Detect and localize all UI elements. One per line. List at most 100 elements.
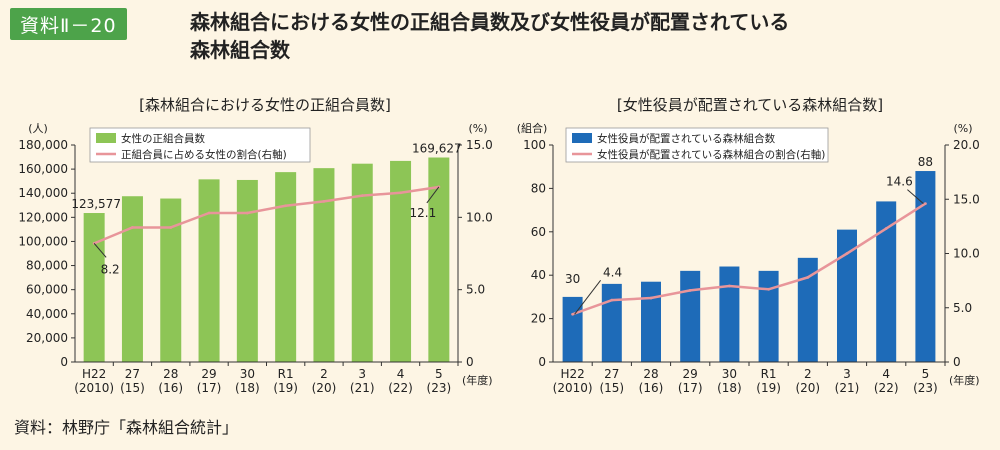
chart2-bar-2 bbox=[601, 283, 622, 362]
chart1-bar-9 bbox=[390, 160, 412, 362]
chart2-label-ratio-last: 14.6 bbox=[886, 175, 913, 189]
chart2-title: [女性役員が配置されている森林組合数] bbox=[617, 96, 883, 114]
chart2-ratio-point-10 bbox=[924, 202, 927, 205]
chart2-y-right-tick-label: 10.0 bbox=[953, 247, 980, 261]
chart2-bar-8 bbox=[837, 229, 857, 362]
chart1-bar-4 bbox=[198, 179, 220, 362]
chart1-ratio-point-7 bbox=[322, 200, 326, 203]
chart1-bar-5 bbox=[236, 179, 258, 362]
chart2-x-tick-label: 2 bbox=[804, 367, 812, 381]
chart2-x-tick-label: 29 bbox=[683, 367, 698, 381]
chart1-bar-1 bbox=[83, 213, 105, 362]
chart2-label-ratio-first: 4.4 bbox=[603, 265, 622, 279]
chart1-y-right-tick-label: 10.0 bbox=[466, 210, 493, 224]
chart1-ratio-line bbox=[93, 185, 440, 245]
chart1-legend-bar-swatch bbox=[96, 133, 116, 143]
chart2-y-left-tick-label: 80 bbox=[531, 181, 546, 195]
chart1-y-right-unit: (%) bbox=[468, 122, 487, 135]
chart2-label-leader-first bbox=[574, 279, 601, 315]
chart1-title: [森林組合における女性の正組合員数] bbox=[139, 96, 391, 114]
chart1-x-unit: (年度) bbox=[462, 373, 493, 387]
chart1-y-left-tick-label: 60,000 bbox=[26, 283, 68, 297]
chart1-bar-10 bbox=[428, 157, 450, 362]
chart2-y-left-tick-label: 0 bbox=[538, 355, 546, 369]
chart1-legend-box bbox=[89, 127, 311, 163]
chart2-bar-6 bbox=[758, 270, 779, 362]
chart2-legend-bar-swatch bbox=[572, 133, 592, 143]
chart2-bar-4 bbox=[680, 270, 701, 362]
chart1-y-left-tick-label: 20,000 bbox=[26, 331, 68, 345]
chart1-x-tick-label: R1 bbox=[278, 367, 294, 381]
chart2-x-tick-sublabel: (19) bbox=[756, 381, 781, 395]
chart1-x-tick-label: 28 bbox=[163, 367, 178, 381]
chart1-legend-line-label: 正組合員に占める女性の割合(右軸) bbox=[121, 148, 287, 161]
chart2-label-bar-first: 30 bbox=[565, 272, 580, 286]
chart2-ratio-line bbox=[572, 202, 927, 316]
chart2-ratio-point-2 bbox=[610, 298, 614, 302]
chart1-y-left-tick-label: 0 bbox=[60, 355, 68, 369]
chart1-label-leader-first bbox=[93, 243, 107, 258]
chart1-y-left-tick-label: 80,000 bbox=[26, 259, 68, 273]
chart2-y-left-tick-label: 20 bbox=[531, 312, 546, 326]
figure-badge: 資料Ⅱ－20 bbox=[10, 8, 127, 40]
chart1-bar-3 bbox=[160, 198, 182, 362]
chart1-y-right-tick-label: 0 bbox=[466, 355, 474, 369]
chart1-x-tick-sublabel: (19) bbox=[273, 381, 298, 395]
chart1-y-right-tick-label: 15.0 bbox=[466, 138, 493, 152]
chart1-ratio-point-5 bbox=[245, 211, 249, 215]
chart1-x-tick-sublabel: (23) bbox=[427, 381, 452, 395]
chart1-x-tick-label: 30 bbox=[240, 367, 255, 381]
chart1-x-tick-label: 3 bbox=[358, 367, 366, 381]
chart1-x-tick-label: 5 bbox=[435, 367, 443, 381]
chart2-x-tick-label: R1 bbox=[761, 367, 777, 381]
chart1-y-left-tick-label: 40,000 bbox=[26, 307, 68, 321]
chart2-ratio-point-6 bbox=[767, 287, 770, 291]
chart1-ratio-point-9 bbox=[399, 191, 402, 195]
chart1-label-bar-last: 169,627 bbox=[412, 142, 462, 156]
chart2-label-leader-last bbox=[907, 189, 924, 204]
chart1-label-ratio-first: 8.2 bbox=[101, 262, 120, 276]
chart2-ratio-point-5 bbox=[728, 284, 731, 288]
chart2-y-left-unit: (組合) bbox=[517, 121, 548, 135]
chart1-y-left-tick-label: 160,000 bbox=[18, 162, 68, 176]
chart1-y-left-tick-label: 100,000 bbox=[18, 234, 68, 248]
chart1-y-left-tick-label: 120,000 bbox=[18, 210, 68, 224]
chart2-x-tick-sublabel: (18) bbox=[717, 381, 742, 395]
chart2-x-unit: (年度) bbox=[949, 373, 980, 387]
chart1-label-ratio-last: 12.1 bbox=[409, 206, 436, 220]
figure-title: 森林組合における女性の正組合員数及び女性役員が配置されている 森林組合数 bbox=[190, 8, 789, 64]
chart2-ratio-point-9 bbox=[884, 227, 888, 230]
chart1-x-tick-label: 27 bbox=[125, 367, 140, 381]
chart2-y-right-unit: (%) bbox=[953, 122, 972, 135]
chart2-x-tick-label: 5 bbox=[922, 367, 930, 381]
chart2-legend-bar-label: 女性役員が配置されている森林組合数 bbox=[597, 132, 776, 145]
chart1-y-right-tick-label: 5.0 bbox=[466, 283, 485, 297]
chart2-y-left-tick-label: 40 bbox=[531, 268, 546, 282]
chart2-x-tick-sublabel: (21) bbox=[835, 381, 860, 395]
chart2-bar-3 bbox=[641, 281, 661, 362]
chart1-label-leader-last bbox=[426, 186, 440, 204]
chart1-ratio-point-8 bbox=[360, 194, 364, 198]
chart2-ratio-point-4 bbox=[688, 288, 692, 292]
chart1-ratio-point-3 bbox=[169, 226, 173, 229]
chart2-y-right-tick-label: 0 bbox=[953, 355, 961, 369]
chart2-bar-9 bbox=[876, 201, 897, 362]
chart1-x-tick-sublabel: (22) bbox=[388, 381, 413, 395]
chart2-x-tick-label: H22 bbox=[560, 367, 584, 381]
chart1-y-left-unit: (人) bbox=[28, 122, 48, 135]
chart1-ratio-point-4 bbox=[207, 211, 211, 215]
figure-title-line2: 森林組合数 bbox=[190, 38, 290, 62]
figure-title-line1: 森林組合における女性の正組合員数及び女性役員が配置されている bbox=[190, 10, 790, 34]
chart2-x-tick-sublabel: (16) bbox=[639, 381, 664, 395]
chart1-bar-2 bbox=[121, 196, 143, 362]
chart1-x-tick-label: H22 bbox=[82, 367, 106, 381]
chart2-x-tick-sublabel: (15) bbox=[599, 381, 624, 395]
chart2-x-tick-label: 3 bbox=[843, 367, 851, 381]
chart1-bar-8 bbox=[351, 163, 373, 362]
chart2-bar-7 bbox=[797, 257, 818, 362]
chart1-x-tick-sublabel: (2010) bbox=[74, 381, 114, 395]
chart2-x-tick-sublabel: (22) bbox=[874, 381, 899, 395]
chart2-y-right-tick-label: 20.0 bbox=[953, 138, 980, 152]
chart2-y-right-tick-label: 15.0 bbox=[953, 192, 980, 206]
